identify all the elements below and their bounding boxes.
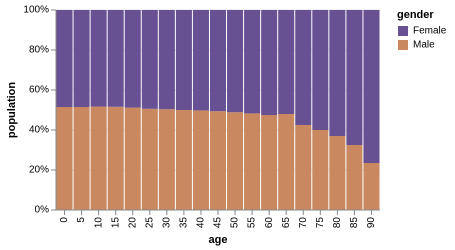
bar-segment: [209, 111, 227, 210]
bar-segment: [312, 130, 329, 210]
bar-segment: [107, 106, 124, 210]
bar-segment: [312, 10, 329, 130]
bar-segment: [329, 136, 346, 210]
legend-swatch: [398, 26, 408, 36]
bar-segment: [124, 10, 141, 108]
x-tick-label: 0: [59, 217, 70, 223]
bar-segment: [329, 10, 346, 136]
x-tick-label: 80: [332, 217, 343, 229]
legend-label: Female: [413, 26, 447, 37]
y-tick-label: 40%: [29, 125, 49, 136]
x-tick-label: 20: [127, 217, 138, 229]
bar-segment: [158, 109, 175, 210]
bar-segment: [73, 107, 90, 210]
y-tick-label: 20%: [29, 165, 49, 176]
x-tick-label: 10: [93, 217, 104, 229]
bar-segment: [141, 108, 158, 210]
bar-segment: [244, 10, 261, 114]
legend-swatch: [398, 40, 408, 50]
bar-segment: [56, 10, 73, 107]
x-axis-title: age: [209, 234, 228, 246]
bar-segment: [90, 10, 107, 107]
bar-segment: [90, 106, 107, 210]
bar-segment: [141, 10, 158, 109]
legend-title: gender: [397, 9, 434, 21]
bar-segment: [346, 145, 363, 210]
x-tick-label: 70: [298, 217, 309, 229]
bar-segment: [363, 10, 380, 163]
bar-segment: [56, 107, 73, 210]
bar-segment: [107, 10, 124, 107]
x-tick-label: 60: [264, 217, 275, 229]
bar-segment: [175, 10, 192, 110]
x-tick-label: 65: [281, 217, 292, 229]
bar-segment: [192, 110, 209, 210]
bar-segment: [278, 114, 295, 210]
x-tick-label: 45: [213, 217, 224, 229]
bar-segment: [175, 110, 192, 210]
bar-segment: [261, 115, 278, 210]
bar-segment: [278, 10, 295, 114]
legend-label: Male: [413, 40, 435, 51]
y-tick-label: 0%: [35, 205, 50, 216]
bar-segment: [158, 10, 175, 110]
x-tick-label: 30: [161, 217, 172, 229]
x-tick-label: 75: [315, 217, 326, 229]
x-tick-label: 25: [144, 217, 155, 229]
x-tick-label: 5: [76, 217, 87, 223]
x-tick-label: 50: [230, 217, 241, 229]
y-axis-title: population: [6, 82, 18, 138]
x-tick-label: 90: [366, 217, 377, 229]
x-tick-label: 15: [110, 217, 121, 229]
bar-segment: [295, 10, 312, 125]
bar-segment: [227, 10, 244, 113]
y-tick-label: 80%: [29, 45, 49, 56]
bar-segment: [363, 163, 380, 210]
bar-segment: [346, 10, 363, 145]
bar-segment: [124, 107, 141, 210]
x-tick-label: 55: [247, 217, 258, 229]
x-tick-label: 40: [196, 217, 207, 229]
y-tick-label: 60%: [29, 85, 49, 96]
y-tick-label: 100%: [23, 5, 49, 16]
x-tick-label: 85: [349, 217, 360, 229]
bar-segment: [295, 125, 312, 210]
bar-segment: [261, 10, 278, 115]
bar-segment: [73, 10, 90, 107]
bar-segment: [192, 10, 209, 111]
bar-segment: [244, 113, 261, 210]
x-tick-label: 35: [179, 217, 190, 229]
bar-segment: [227, 112, 244, 210]
bar-segment: [209, 10, 227, 112]
